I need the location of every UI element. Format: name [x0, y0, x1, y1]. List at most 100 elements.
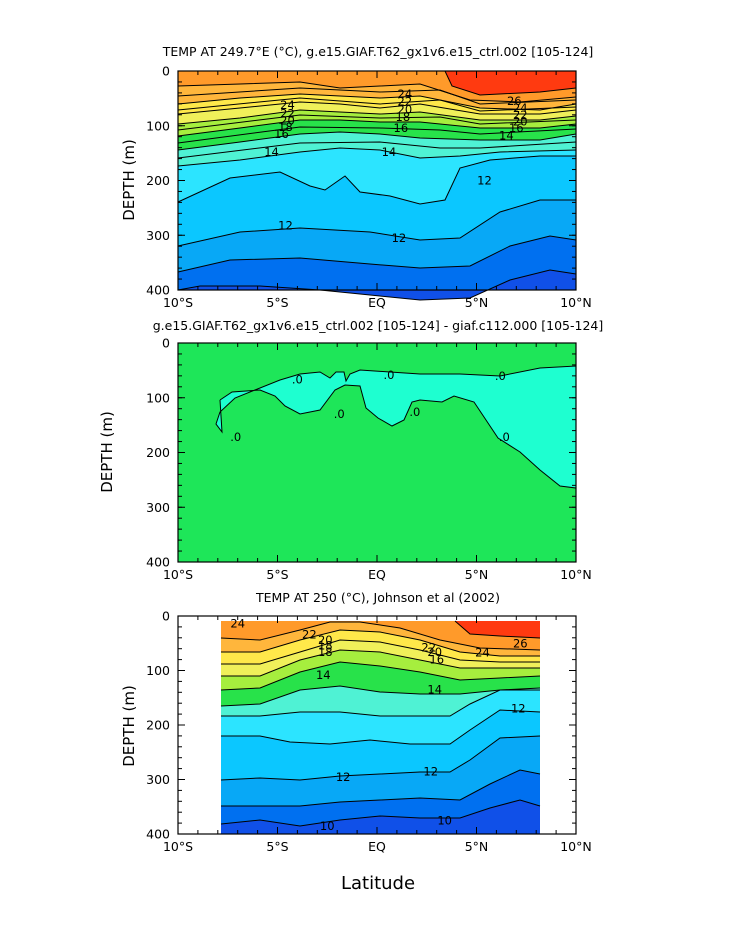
contour-label: 10: [437, 813, 452, 827]
fill-band: [178, 110, 576, 136]
fill-band: [221, 800, 540, 834]
x-tick-label: 10°N: [560, 839, 592, 854]
y-tick-label: 300: [146, 228, 170, 243]
contour-label: 14: [382, 145, 397, 159]
y-tick-label: 400: [146, 827, 170, 842]
contour-line: [177, 87, 577, 105]
contour-label: 18: [318, 638, 333, 652]
contour-label: 24: [513, 101, 528, 115]
fill-band: [178, 132, 576, 166]
contour-line: [177, 119, 577, 137]
contour-line: [177, 101, 577, 115]
fill-band: [178, 270, 576, 300]
fill-band: [221, 662, 540, 706]
x-tick-label: EQ: [368, 567, 386, 582]
contour-line: [454, 620, 541, 639]
fill-band: [178, 148, 576, 204]
contour-label: 22: [280, 107, 295, 121]
contour-label: 16: [274, 127, 289, 141]
y-tick-label: 400: [146, 283, 170, 298]
contour-line: [177, 235, 577, 273]
contour-label: 12: [278, 218, 293, 232]
contour-line: [177, 97, 577, 112]
contour-line: [177, 147, 577, 167]
contour-line: [220, 735, 541, 781]
contour-line: [177, 126, 577, 144]
contour-label: 12: [423, 764, 438, 778]
panel-1-plot: 2422201816142422201816142624222016141212…: [146, 64, 592, 311]
contour-line: [220, 661, 541, 691]
contour-line: [177, 114, 577, 131]
contour-label: 18: [396, 110, 411, 124]
fill-band: [221, 710, 540, 780]
x-tick-label: 10°S: [163, 839, 193, 854]
contour-label: 16: [509, 121, 524, 135]
x-tick-label: 5°S: [266, 839, 288, 854]
contour-line: [177, 81, 577, 103]
panel-2-plot: .0 .0 .0 .0 .0 .0 .0 10°S 5°S EQ 5°N 10°N 0 100 200 300…: [146, 336, 592, 583]
contour-line: [220, 799, 541, 827]
y-tick-label: 0: [162, 64, 170, 79]
x-tick-label: 5°S: [266, 295, 288, 310]
contour-label: 18: [318, 645, 333, 659]
contour-line: [177, 199, 576, 247]
panel-model-temperature: 2422201816142422201816142624222016141212…: [120, 44, 593, 310]
fill-band: [221, 736, 540, 806]
contour-label: 10: [320, 819, 335, 833]
contour-line: [177, 131, 577, 151]
contour-label: 12: [392, 231, 407, 245]
x-tick-label: EQ: [368, 295, 386, 310]
panel-model-difference: .0 .0 .0 .0 .0 .0 .0 10°S 5°S EQ 5°N 10°N 0 100 200 300…: [98, 318, 603, 582]
fill-band: [178, 120, 576, 150]
contour-label: 18: [278, 120, 293, 134]
contour-line: [221, 649, 540, 677]
contour-line: [215, 365, 577, 489]
panel-2-ylabel: DEPTH (m): [98, 411, 116, 493]
y-tick-label: 0: [162, 609, 170, 624]
contour-label: 14: [427, 683, 442, 697]
x-tick-label: 10°S: [163, 295, 193, 310]
fill-band: [221, 690, 540, 744]
y-tick-label: 300: [146, 772, 170, 787]
y-tick-label: 100: [146, 390, 170, 405]
contour-label: .0: [230, 430, 241, 444]
contour-label: 20: [280, 113, 295, 127]
fill-band: [221, 770, 540, 826]
contour-label: 20: [513, 114, 528, 128]
panel-3-xlabel: Latitude: [341, 873, 415, 894]
contour-line: [221, 639, 540, 665]
contour-label: 24: [475, 646, 490, 660]
contour-label: 12: [336, 770, 351, 784]
contour-line: [220, 621, 541, 651]
y-tick-label: 100: [146, 118, 170, 133]
y-tick-label: 200: [146, 718, 170, 733]
contour-label: 14: [264, 145, 279, 159]
x-tick-label: 5°N: [465, 295, 489, 310]
x-tick-label: 10°N: [560, 567, 592, 582]
x-tick-label: EQ: [368, 839, 386, 854]
y-tick-label: 400: [146, 555, 170, 570]
contour-label: 22: [513, 108, 528, 122]
contour-line: [177, 269, 577, 301]
contour-label: 12: [477, 174, 492, 188]
contour-label: .0: [383, 368, 394, 382]
contour-line: [177, 141, 577, 159]
y-tick-label: 200: [146, 173, 170, 188]
fill-band: [221, 640, 540, 676]
contour-label: 20: [398, 102, 413, 116]
x-tick-label: 5°S: [266, 567, 288, 582]
contour-label: 26: [513, 636, 528, 650]
contour-label: .0: [495, 369, 506, 383]
contour-line: [177, 109, 577, 125]
contour-line: [220, 685, 541, 707]
x-tick-label: 5°N: [465, 567, 489, 582]
panel-1-ylabel: DEPTH (m): [120, 139, 138, 221]
contour-line: [221, 709, 541, 745]
contour-line: [221, 769, 541, 807]
contour-line: [177, 155, 576, 205]
fill-band: [178, 156, 576, 246]
contour-label: 22: [398, 95, 413, 109]
